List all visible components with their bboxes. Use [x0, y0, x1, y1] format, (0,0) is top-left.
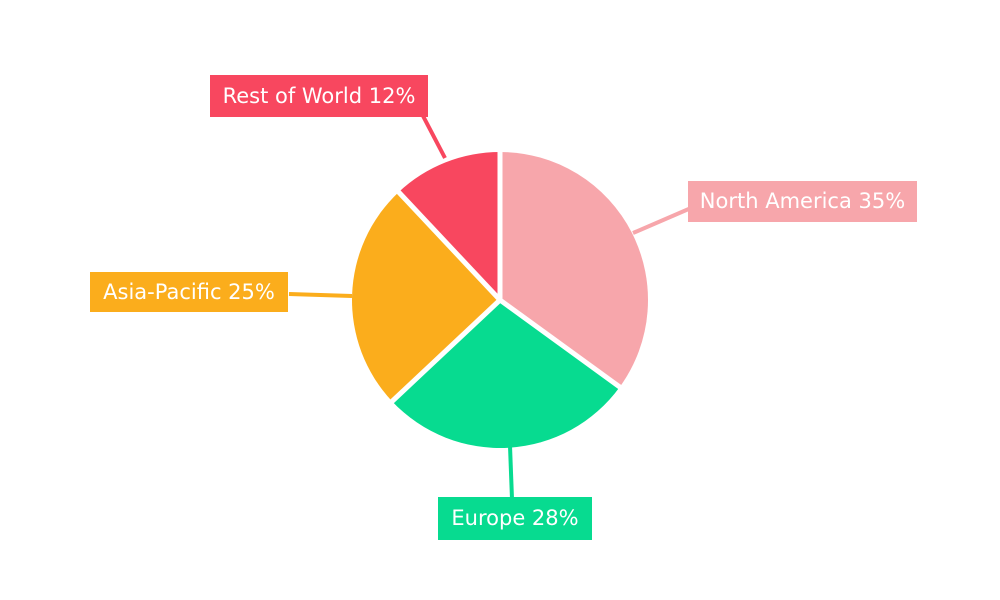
- pie-slice-rest-of-world[interactable]: [398, 152, 500, 300]
- leader-line-rest-of-world: [420, 113, 447, 159]
- leader-line-asia-pacific: [288, 292, 353, 298]
- leader-line-north-america: [632, 206, 692, 235]
- callout-label-asia-pacific: Asia-Pacific 25%: [103, 279, 275, 304]
- callout-asia-pacific: Asia-Pacific 25%: [90, 272, 288, 312]
- pie-slice-north-america[interactable]: [500, 152, 649, 387]
- callout-north-america: North America 35%: [688, 181, 917, 222]
- slice-separator: [498, 297, 623, 390]
- slice-separator: [396, 189, 502, 302]
- leader-line-europe: [508, 445, 514, 500]
- callout-label-north-america: North America 35%: [699, 189, 906, 213]
- callout-label-rest-of-world: Rest of World 12%: [222, 83, 416, 108]
- pie-slice-asia-pacific[interactable]: [352, 192, 500, 402]
- callout-europe: Europe 28%: [438, 497, 592, 540]
- pie-slice-europe[interactable]: [392, 300, 620, 449]
- callout-rest-of-world: Rest of World 12%: [210, 75, 428, 117]
- callout-label-europe: Europe 28%: [451, 506, 579, 530]
- slice-separator: [389, 298, 502, 404]
